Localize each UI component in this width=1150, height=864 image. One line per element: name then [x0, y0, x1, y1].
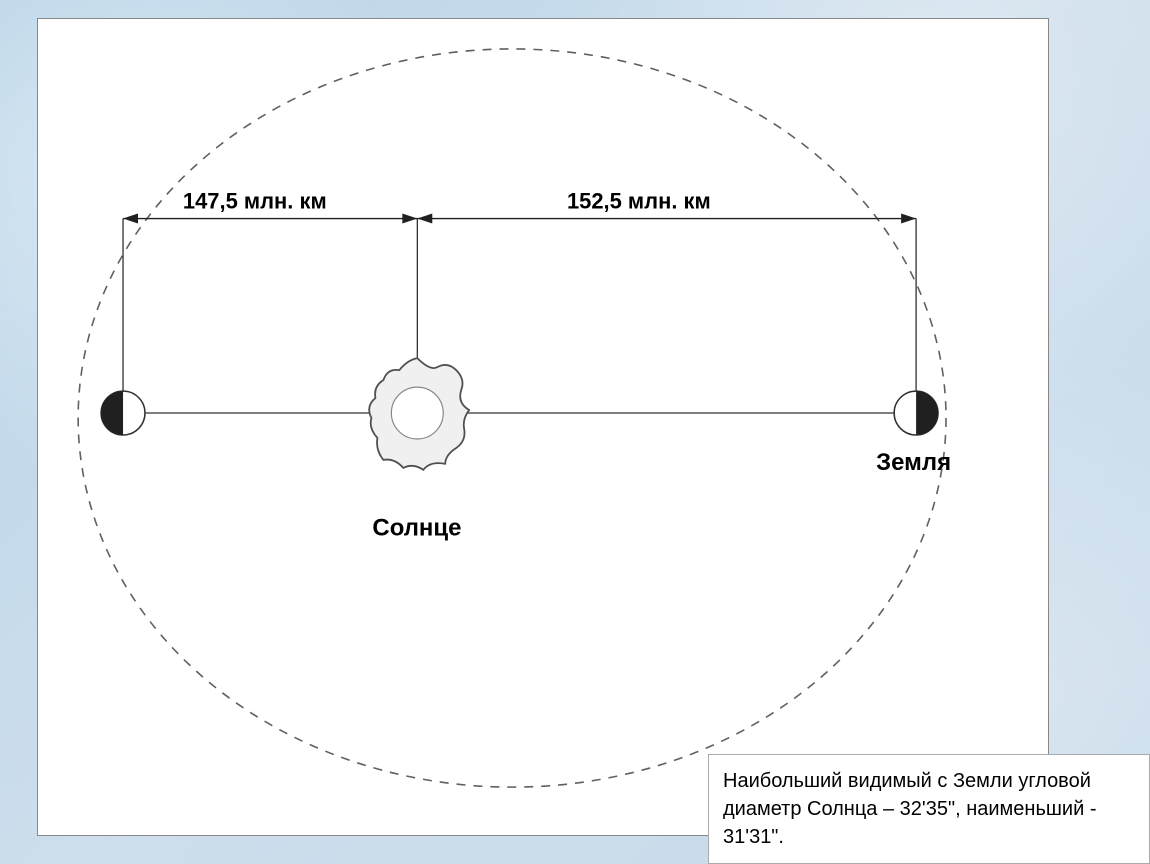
- caption-box: Наибольший видимый с Земли угловой диаме…: [708, 754, 1150, 864]
- orbit-ellipse: [78, 49, 946, 787]
- diagram-panel: 147,5 млн. км 152,5 млн. км Земля Солнце: [37, 18, 1049, 836]
- earth-label: Земля: [876, 449, 951, 476]
- sun-label: Солнце: [372, 515, 461, 542]
- dimension-right: 152,5 млн. км: [417, 189, 916, 224]
- earth-left: [101, 391, 145, 435]
- dimension-left-label: 147,5 млн. км: [183, 189, 327, 214]
- sun-icon: Солнце: [369, 358, 469, 542]
- earth-right: Земля: [876, 391, 951, 476]
- orbit-diagram: 147,5 млн. км 152,5 млн. км Земля Солнце: [38, 19, 1048, 835]
- dimension-right-label: 152,5 млн. км: [567, 189, 711, 214]
- caption-text: Наибольший видимый с Земли угловой диаме…: [723, 770, 1096, 848]
